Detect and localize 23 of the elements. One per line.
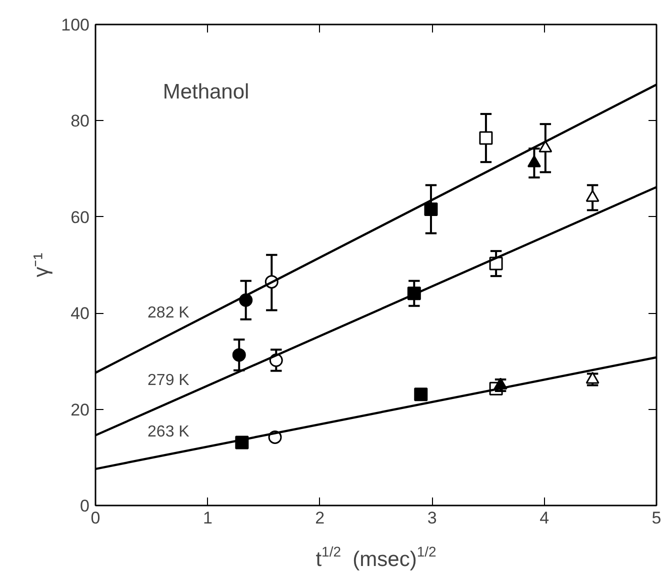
series-label: 279 K bbox=[148, 372, 190, 390]
point bbox=[414, 388, 428, 402]
y-tick-label: 0 bbox=[80, 496, 90, 516]
point bbox=[538, 140, 552, 152]
y-tick-label: 60 bbox=[70, 208, 90, 227]
x-tick-label: 3 bbox=[427, 508, 437, 528]
y-axis-title: γ⁻¹ bbox=[30, 252, 54, 278]
x-tick-label: 1 bbox=[202, 508, 212, 528]
series-label: 263 K bbox=[148, 423, 190, 440]
series-label: 282 K bbox=[148, 304, 190, 322]
y-tick-label: 20 bbox=[70, 400, 90, 420]
point bbox=[479, 131, 493, 145]
point bbox=[586, 190, 600, 202]
x-tick-label: 5 bbox=[652, 508, 662, 528]
point bbox=[527, 155, 541, 168]
point bbox=[232, 348, 246, 362]
y-tick-label: 80 bbox=[70, 112, 90, 131]
annotation: Methanol bbox=[162, 80, 250, 104]
y-tick-label: 100 bbox=[61, 16, 90, 34]
x-tick-label: 2 bbox=[315, 508, 325, 528]
point bbox=[424, 202, 438, 216]
y-tick-label: 40 bbox=[70, 304, 90, 324]
x-tick-label: 4 bbox=[540, 508, 550, 528]
